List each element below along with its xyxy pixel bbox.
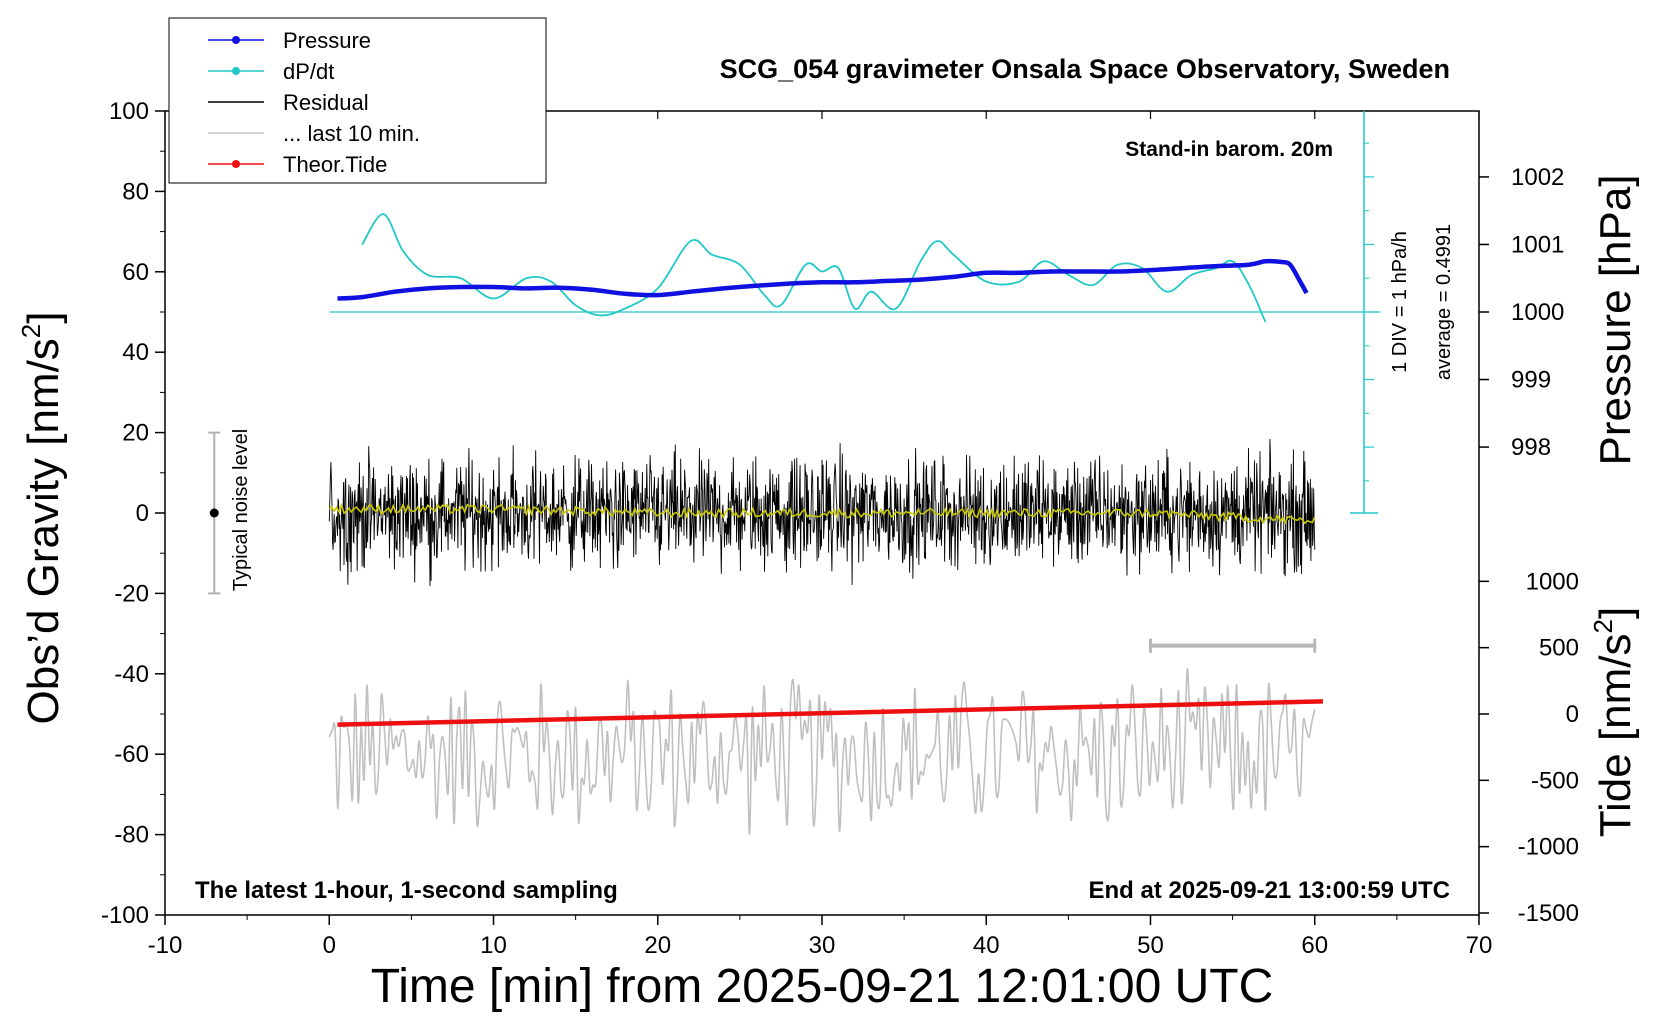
- legend-label: dP/dt: [283, 59, 334, 84]
- average-note: average = 0.4991: [1433, 224, 1455, 380]
- x-tick-label: 50: [1137, 932, 1164, 959]
- pressure-tick-label: 999: [1511, 367, 1551, 394]
- y-tick-label: -20: [114, 580, 149, 607]
- y-tick-label: -100: [101, 902, 149, 929]
- x-tick-label: 0: [323, 932, 336, 959]
- tide-tick-label: -500: [1531, 767, 1579, 794]
- legend-label: ... last 10 min.: [283, 121, 420, 146]
- series-layer: [208, 213, 1381, 836]
- pressure-line: [337, 258, 1309, 301]
- barometer-note: Stand-in barom. 20m: [1125, 138, 1333, 161]
- y-axis-label-left-sup: 2: [16, 324, 46, 338]
- residual-smoothed-line: [328, 502, 1316, 525]
- pressure-tick-label: 1001: [1511, 231, 1564, 258]
- tide-tick-label: -1000: [1518, 834, 1579, 861]
- noise-label: Typical noise level: [230, 429, 252, 591]
- x-tick-label: 40: [973, 932, 1000, 959]
- dpdt-line: [361, 213, 1267, 323]
- y-tick-label: 40: [122, 339, 149, 366]
- legend-label: Theor.Tide: [283, 152, 387, 177]
- bottom-right-note: End at 2025-09-21 13:00:59 UTC: [1089, 877, 1451, 904]
- bottom-left-note: The latest 1-hour, 1-second sampling: [195, 877, 618, 904]
- y-tick-label: 100: [109, 98, 149, 125]
- residual-line: [328, 438, 1316, 587]
- y-axis-label-tide-sup: 2: [1588, 619, 1618, 633]
- y-tick-label: 60: [122, 259, 149, 286]
- pressure-tick-label: 998: [1511, 434, 1551, 461]
- x-tick-label: 30: [809, 932, 836, 959]
- x-tick-label: 10: [480, 932, 507, 959]
- y-tick-label: 20: [122, 420, 149, 447]
- pressure-tick-label: 1000: [1511, 299, 1564, 326]
- y-axis-label-tide: Tide [nm/s2]: [1588, 607, 1640, 837]
- y-axis-label-pressure: Pressure [hPa]: [1591, 174, 1640, 465]
- last-10-min-line: [328, 668, 1316, 836]
- legend-marker: [232, 160, 240, 168]
- y-axis-label-tide-close: ]: [1591, 607, 1640, 619]
- legend-label: Residual: [283, 90, 369, 115]
- x-tick-label: 20: [644, 932, 671, 959]
- div-note: 1 DIV = 1 hPa/h: [1389, 231, 1411, 373]
- x-tick-label: -10: [148, 932, 183, 959]
- chart-title: SCG_054 gravimeter Onsala Space Observat…: [720, 54, 1450, 84]
- legend: Pressure dP/dt Residual ... last 10 min. The…: [168, 17, 547, 184]
- y-tick-label: -80: [114, 822, 149, 849]
- legend-marker: [232, 67, 240, 75]
- x-tick-label: 60: [1301, 932, 1328, 959]
- x-tick-label: 70: [1466, 932, 1493, 959]
- y-axis-label-left-main: Obs’d Gravity [nm/s: [19, 338, 68, 724]
- y-axis-label-left: Obs’d Gravity [nm/s2]: [16, 311, 68, 724]
- x-axis-label: Time [min] from 2025-09-21 12:01:00 UTC: [371, 960, 1274, 1013]
- legend-label: Pressure: [283, 28, 371, 53]
- y-axis-label-left-close: ]: [19, 311, 68, 323]
- y-axis-label-tide-main: Tide [nm/s: [1591, 633, 1640, 837]
- noise-bar-dot: [209, 508, 219, 518]
- y-tick-label: -40: [114, 661, 149, 688]
- tide-tick-label: -1500: [1518, 900, 1579, 927]
- tide-line: [337, 699, 1324, 727]
- y-tick-label: -60: [114, 741, 149, 768]
- axes-layer: -10 0 10 20 30 40 50 60 70100806040200-20-40-60-…: [101, 98, 1579, 959]
- y-tick-label: 80: [122, 178, 149, 205]
- y-tick-label: 0: [136, 500, 149, 527]
- tide-tick-label: 1000: [1526, 568, 1579, 595]
- legend-marker: [232, 36, 240, 44]
- tide-tick-label: 500: [1539, 635, 1579, 662]
- legend-box: [168, 17, 547, 184]
- pressure-tick-label: 1002: [1511, 164, 1564, 191]
- tide-tick-label: 0: [1566, 701, 1579, 728]
